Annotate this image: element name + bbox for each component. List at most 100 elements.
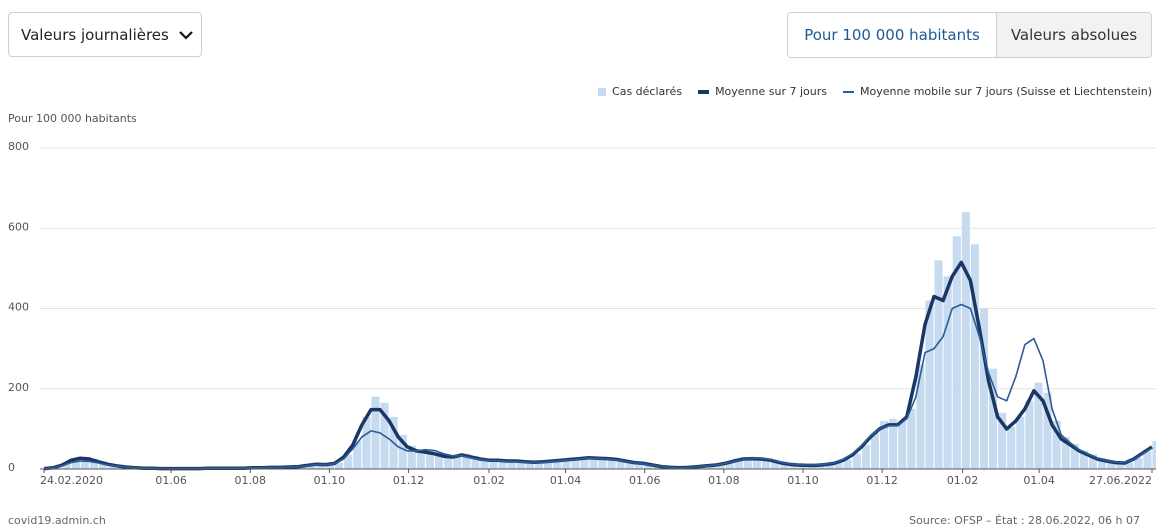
x-tick-label: 01.02 — [473, 474, 505, 487]
bar — [634, 462, 643, 469]
bar — [398, 434, 407, 469]
bar — [444, 455, 453, 469]
bar — [807, 465, 816, 469]
bar — [734, 460, 743, 469]
bar — [707, 465, 716, 469]
x-tick-label: 01.08 — [708, 474, 740, 487]
x-tick-label: 01.08 — [235, 474, 267, 487]
y-tick-label: 0 — [8, 461, 15, 474]
bar — [852, 453, 861, 469]
bar — [761, 458, 771, 469]
bar — [316, 463, 326, 469]
bar — [544, 461, 553, 469]
legend-label: Moyenne mobile sur 7 jours (Suisse et Li… — [860, 85, 1152, 98]
bar — [1043, 392, 1052, 469]
bar — [371, 396, 380, 469]
bar — [571, 458, 580, 469]
x-tick-label: 01.06 — [629, 474, 661, 487]
bar — [1079, 450, 1088, 469]
bar — [1034, 382, 1043, 469]
bar — [1125, 462, 1134, 469]
bar — [435, 452, 444, 469]
bar — [907, 408, 916, 469]
bar — [880, 420, 889, 469]
legend: Cas déclarés Moyenne sur 7 jours Moyenne m… — [582, 85, 1152, 98]
bar — [598, 457, 607, 469]
toggle-button[interactable]: Pour 100 000 habitants — [788, 13, 997, 57]
bar — [834, 462, 843, 469]
bar — [1052, 420, 1061, 469]
legend-label: Cas déclarés — [612, 85, 683, 98]
bar — [961, 212, 970, 469]
bar — [480, 458, 489, 469]
bar — [798, 464, 807, 469]
line-series — [43, 303, 1153, 470]
x-tick-label: 01.10 — [787, 474, 819, 487]
legend-swatch — [598, 87, 607, 96]
bar — [80, 456, 89, 469]
bar — [89, 458, 98, 469]
bar — [307, 464, 316, 469]
x-tick-label: 01.02 — [947, 474, 979, 487]
x-tick-label: 01.12 — [866, 474, 898, 487]
chart: 0 200 400 600 800 24.02.2020 01.06 01.08 01.10 01… — [8, 140, 1156, 487]
bar — [344, 454, 353, 469]
bar — [898, 420, 907, 469]
legend-swatch — [843, 90, 854, 93]
legend-item: Cas déclarés — [598, 85, 682, 98]
y-tick-label: 200 — [8, 381, 29, 394]
bar — [843, 459, 852, 469]
bar — [416, 449, 425, 469]
bar — [489, 459, 498, 469]
bar — [462, 453, 471, 469]
bar — [825, 464, 834, 469]
bar — [62, 464, 71, 469]
x-tick-label: 01.12 — [393, 474, 425, 487]
bar — [507, 460, 516, 469]
bar — [1007, 426, 1016, 469]
footer-right: Source: OFSP – État : 28.06.2022, 06 h 0… — [909, 514, 1140, 527]
bar — [625, 460, 634, 469]
bar — [1143, 451, 1152, 469]
chevron — [179, 30, 193, 40]
x-tick-label: 27.06.2022 — [1089, 474, 1152, 487]
bar — [870, 432, 880, 469]
bar — [1016, 416, 1025, 469]
bar — [98, 461, 108, 469]
toggle-button[interactable]: Valeurs absolues — [997, 13, 1151, 57]
y-tick-label: 400 — [8, 301, 29, 314]
x-tick-label: 24.02.2020 — [40, 474, 103, 487]
bar — [1152, 440, 1156, 469]
bar — [471, 456, 480, 469]
bar — [1025, 400, 1034, 469]
footer-left: covid19.admin.ch — [8, 514, 106, 527]
bar — [71, 458, 80, 469]
y-axis-label: Pour 100 000 habitants — [8, 112, 137, 125]
dropdown[interactable]: Valeurs journalières — [8, 12, 202, 57]
y-tick-label: 600 — [8, 220, 29, 233]
dropdown-label: Valeurs journalières — [21, 25, 169, 44]
bar — [362, 416, 371, 469]
bar — [816, 465, 825, 469]
bar — [353, 440, 362, 469]
bar — [580, 457, 589, 469]
bar — [952, 236, 961, 469]
bar — [453, 456, 462, 469]
bar — [752, 457, 761, 469]
bar — [1088, 454, 1098, 469]
bar — [616, 458, 625, 469]
y-tick-label: 800 — [8, 140, 29, 153]
bar — [525, 461, 534, 469]
bar — [562, 459, 571, 469]
bar — [916, 364, 925, 469]
bar — [970, 244, 979, 469]
bar — [998, 412, 1007, 469]
bar — [643, 462, 652, 469]
legend-swatch — [698, 89, 710, 94]
bar — [725, 462, 734, 469]
bar — [607, 458, 616, 469]
bar — [553, 460, 562, 469]
bar — [789, 464, 798, 469]
x-tick-label: 01.10 — [314, 474, 346, 487]
bar — [780, 462, 789, 469]
